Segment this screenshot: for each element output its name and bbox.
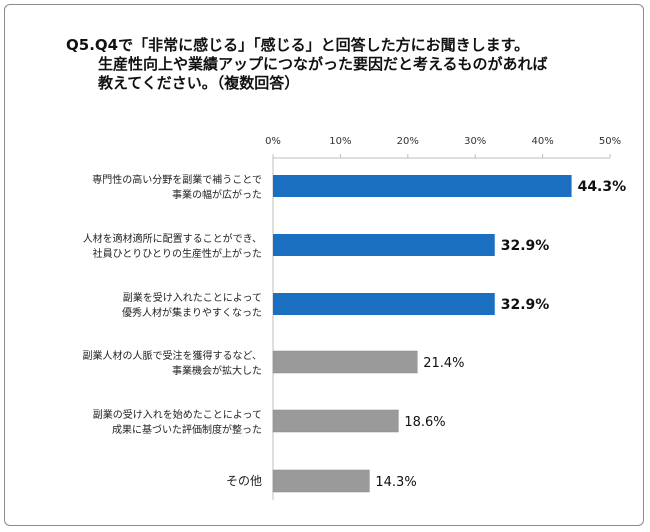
bar <box>273 234 495 256</box>
title-line-1: Q5.Q4で「非常に感じる」「感じる」と回答した方にお聞きします。 <box>66 36 530 54</box>
x-tick-label: 0% <box>265 136 281 147</box>
bar <box>272 469 370 493</box>
data-label: 44.3% <box>578 179 627 195</box>
title-line-2: 生産性向上や業績アップにつながった要因だと考えるものがあれば <box>98 55 548 73</box>
category-label: 成果に基づいた評価制度が整った <box>112 423 262 436</box>
category-label: 副業人材の人脈で受注を獲得するなど、 <box>83 349 263 362</box>
category-label: 副業の受け入れを始めたことによって <box>93 408 262 421</box>
data-label: 14.3% <box>375 475 416 490</box>
category-label: その他 <box>226 474 262 488</box>
data-label: 32.9% <box>501 238 550 254</box>
data-label: 21.4% <box>423 356 464 371</box>
bar <box>273 175 572 197</box>
x-tick-label: 40% <box>531 136 553 147</box>
x-tick-label: 20% <box>397 136 419 147</box>
x-tick-label: 10% <box>329 136 351 147</box>
x-tick-label: 50% <box>599 136 621 147</box>
data-label: 32.9% <box>501 297 550 313</box>
title-line-3: 教えてください。（複数回答） <box>98 74 300 92</box>
category-label: 事業機会が拡大した <box>172 364 262 377</box>
category-label: 副業を受け入れたことによって <box>123 291 262 304</box>
bar <box>272 350 418 374</box>
x-tick-label: 30% <box>464 136 486 147</box>
category-label: 事業の幅が広がった <box>172 188 262 201</box>
data-label: 18.6% <box>404 415 445 430</box>
chart-frame <box>4 4 644 526</box>
category-label: 専門性の高い分野を副業で補うことで <box>92 173 262 186</box>
category-label: 優秀人材が集まりやすくなった <box>122 306 262 319</box>
category-label: 人材を適材適所に配置することができ、 <box>83 232 262 245</box>
bar <box>272 409 399 433</box>
chart-title: Q5.Q4で「非常に感じる」「感じる」と回答した方にお聞きします。 生産性向上や… <box>66 36 626 93</box>
category-label: 社員ひとりひとりの生産性が上がった <box>93 247 262 260</box>
bar <box>273 293 495 315</box>
